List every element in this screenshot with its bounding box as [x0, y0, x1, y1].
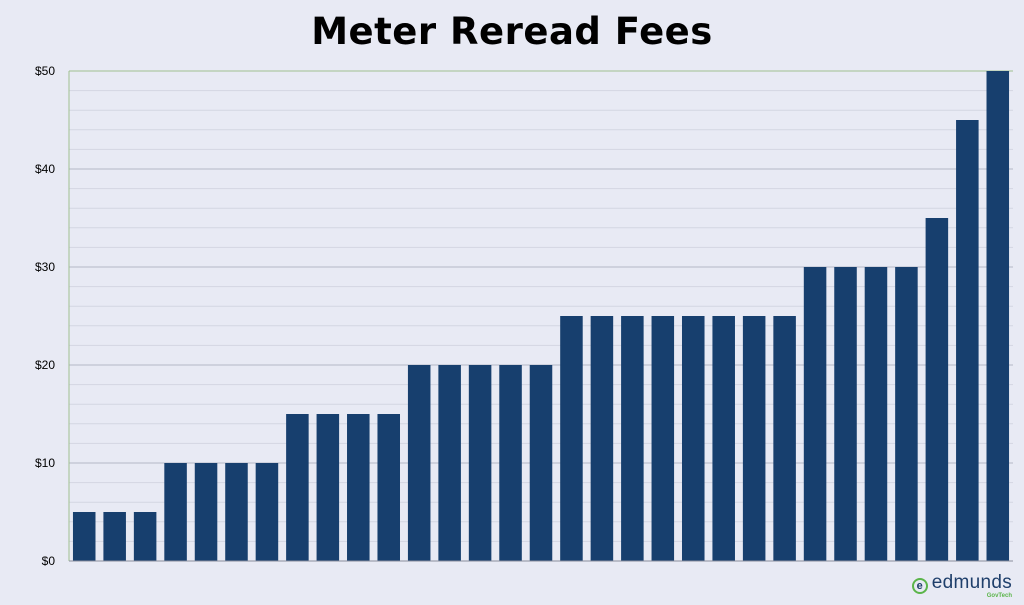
- y-tick-label: $10: [35, 456, 55, 470]
- bar: [72, 512, 96, 561]
- y-tick-label: $0: [42, 554, 56, 568]
- edmunds-logo-icon: e: [911, 578, 928, 594]
- bar: [407, 365, 431, 561]
- y-tick-labels: $0 $10 $20 $30 $40 $50: [35, 64, 55, 568]
- bar: [286, 414, 309, 561]
- bar: [773, 316, 796, 561]
- bar: [956, 120, 979, 561]
- bar: [347, 414, 370, 561]
- bar: [255, 463, 279, 561]
- bar: [803, 267, 827, 561]
- logo-subtitle: GovTech: [986, 593, 1012, 599]
- bar: [590, 316, 614, 561]
- bar: [529, 365, 553, 561]
- bar: [194, 463, 218, 561]
- bar: [468, 365, 492, 561]
- logo-name: edmunds: [931, 572, 1012, 593]
- bar: [316, 414, 340, 561]
- bar: [133, 512, 157, 561]
- logo-text: edmunds GovTech: [932, 573, 1012, 599]
- bar: [438, 365, 461, 561]
- axes: [68, 71, 1013, 562]
- y-tick-label: $30: [35, 260, 55, 274]
- bar: [895, 267, 918, 561]
- bar: [103, 512, 126, 561]
- bar: [499, 365, 522, 561]
- bar: [712, 316, 735, 561]
- y-tick-label: $20: [35, 358, 55, 372]
- bar: [681, 316, 705, 561]
- bar: [377, 414, 400, 561]
- bar: [621, 316, 644, 561]
- chart-title: Meter Reread Fees: [311, 10, 713, 53]
- bar: [164, 463, 187, 561]
- bar: [225, 463, 248, 561]
- bar: [651, 316, 675, 561]
- bar: [560, 316, 583, 561]
- bar: [742, 316, 766, 561]
- y-tick-label: $40: [35, 162, 55, 176]
- bar: [925, 218, 949, 561]
- bar: [864, 267, 888, 561]
- y-tick-label: $50: [35, 64, 55, 78]
- bars: [72, 71, 1010, 561]
- edmunds-logo: e edmunds GovTech: [911, 573, 1012, 599]
- bar: [986, 71, 1010, 561]
- bar: [834, 267, 857, 561]
